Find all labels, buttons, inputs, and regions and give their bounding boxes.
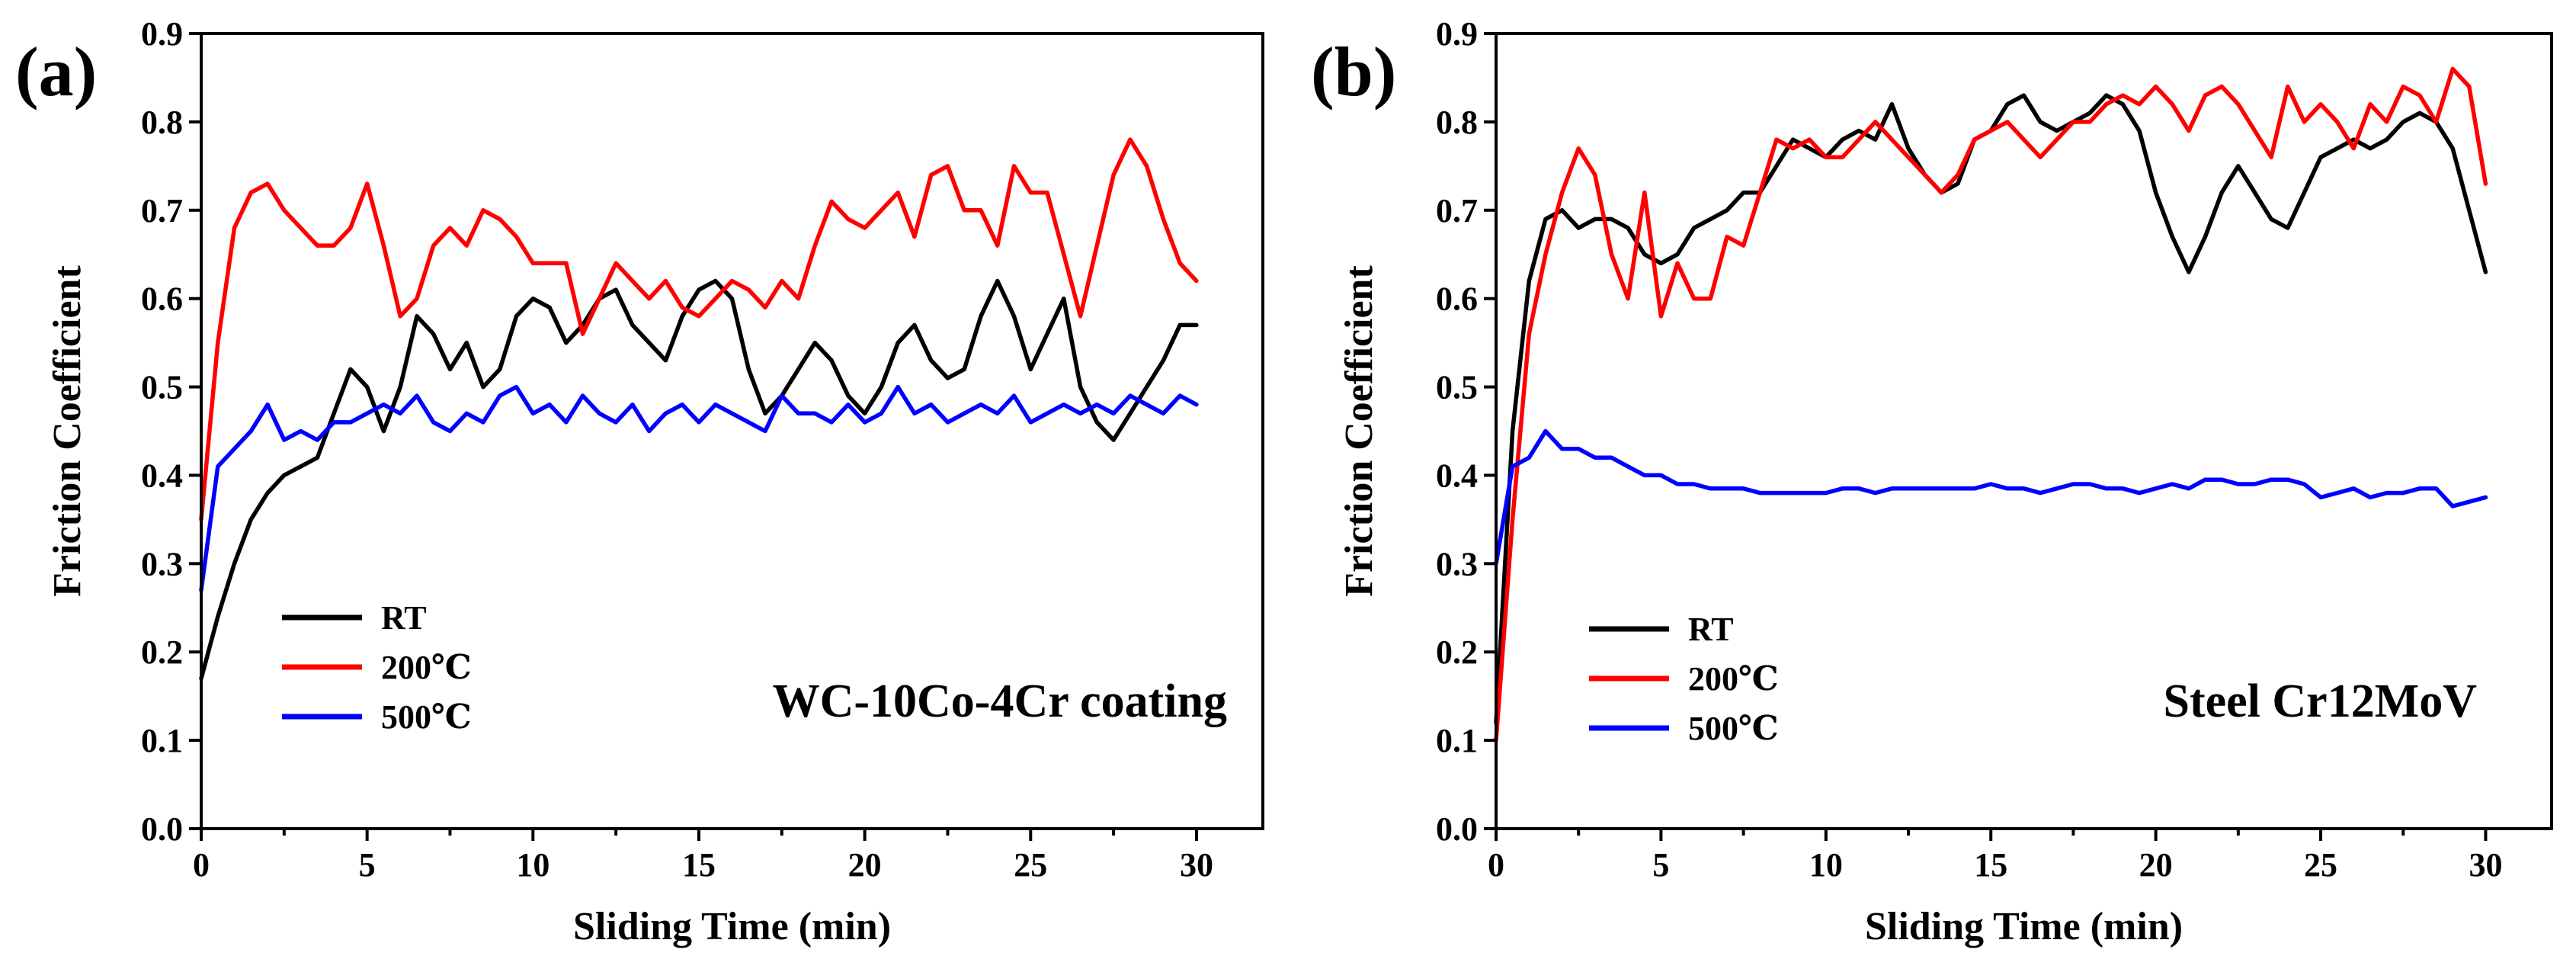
- series-line-1-1: [1494, 66, 2488, 743]
- y-tick-label: 0.4: [1436, 457, 1478, 494]
- x-tick-label: 15: [682, 846, 716, 884]
- y-tick-label: 0.1: [1436, 722, 1478, 759]
- y-tick-label: 0.2: [1436, 634, 1478, 671]
- y-tick-label: 0.4: [141, 457, 183, 494]
- panel-label: (a): [15, 33, 97, 111]
- y-tick-label: 0.0: [141, 810, 183, 848]
- series-line-0-0: [199, 278, 1199, 681]
- legend-label-1: 200℃: [381, 649, 472, 686]
- panel-b: 0 5 10 15 20 25 30 0.0 0.1 0.2 0.3 0.4 0.5 0.6 0.7 0.8 0…: [1311, 15, 2553, 948]
- x-tick-label: 0: [193, 846, 210, 884]
- x-tick-label: 30: [1180, 846, 1213, 884]
- y-tick-label: 0.7: [141, 192, 183, 229]
- y-tick-label: 0.1: [141, 722, 183, 759]
- x-tick-label: 30: [2469, 846, 2502, 884]
- x-tick-label: 10: [516, 846, 549, 884]
- y-tick-label: 0.8: [141, 104, 183, 141]
- y-tick-label: 0.5: [141, 369, 183, 406]
- x-tick-label: 10: [1809, 846, 1843, 884]
- y-tick-label: 0.8: [1436, 104, 1478, 141]
- y-tick-label: 0.2: [141, 634, 183, 671]
- x-tick-label: 25: [2304, 846, 2337, 884]
- y-tick-label: 0.5: [1436, 369, 1478, 406]
- series-line-0-1: [199, 137, 1199, 522]
- x-tick-label: 5: [1652, 846, 1669, 884]
- x-tick-label: 15: [1974, 846, 2007, 884]
- x-axis-title: Sliding Time (min): [1865, 905, 2183, 948]
- chart-annotation: WC-10Co-4Cr coating: [773, 675, 1227, 727]
- y-tick-label: 0.0: [1436, 810, 1478, 848]
- y-tick-label: 0.7: [1436, 192, 1478, 229]
- y-axis-title: Friction Coefficient: [46, 265, 89, 597]
- plot-frame: [1495, 32, 2553, 830]
- legend-label-2: 500℃: [381, 698, 472, 736]
- legend-label-1: 200℃: [1688, 660, 1779, 698]
- y-tick-label: 0.6: [1436, 281, 1478, 318]
- legend-label-0: RT: [1688, 611, 1734, 648]
- series-line-1-2: [1494, 428, 2488, 566]
- y-tick-label: 0.6: [141, 281, 183, 318]
- y-tick-label: 0.3: [1436, 545, 1478, 582]
- legend-label-0: RT: [381, 599, 427, 637]
- series-line-0-2: [199, 384, 1199, 592]
- x-tick-label: 20: [2139, 846, 2173, 884]
- y-tick-label: 0.9: [141, 15, 183, 53]
- y-tick-label: 0.3: [141, 545, 183, 582]
- plot-frame: [200, 32, 1264, 830]
- x-tick-label: 20: [848, 846, 882, 884]
- x-tick-label: 25: [1014, 846, 1047, 884]
- legend: RT 200℃ 500℃: [282, 599, 472, 736]
- legend: RT 200℃ 500℃: [1589, 611, 1779, 747]
- x-axis-title: Sliding Time (min): [573, 905, 891, 948]
- y-axis-title: Friction Coefficient: [1338, 265, 1381, 597]
- panel-label: (b): [1311, 33, 1396, 111]
- y-tick-label: 0.9: [1436, 15, 1478, 53]
- x-tick-label: 0: [1488, 846, 1504, 884]
- panel-a: 0 5 10 15 20 25 30 0.0 0.1 0.2 0.3 0.4 0.5 0.6 0.7 0.8 0…: [15, 15, 1264, 948]
- legend-label-2: 500℃: [1688, 710, 1779, 747]
- x-tick-label: 5: [359, 846, 376, 884]
- chart-annotation: Steel Cr12MoV: [2164, 675, 2478, 727]
